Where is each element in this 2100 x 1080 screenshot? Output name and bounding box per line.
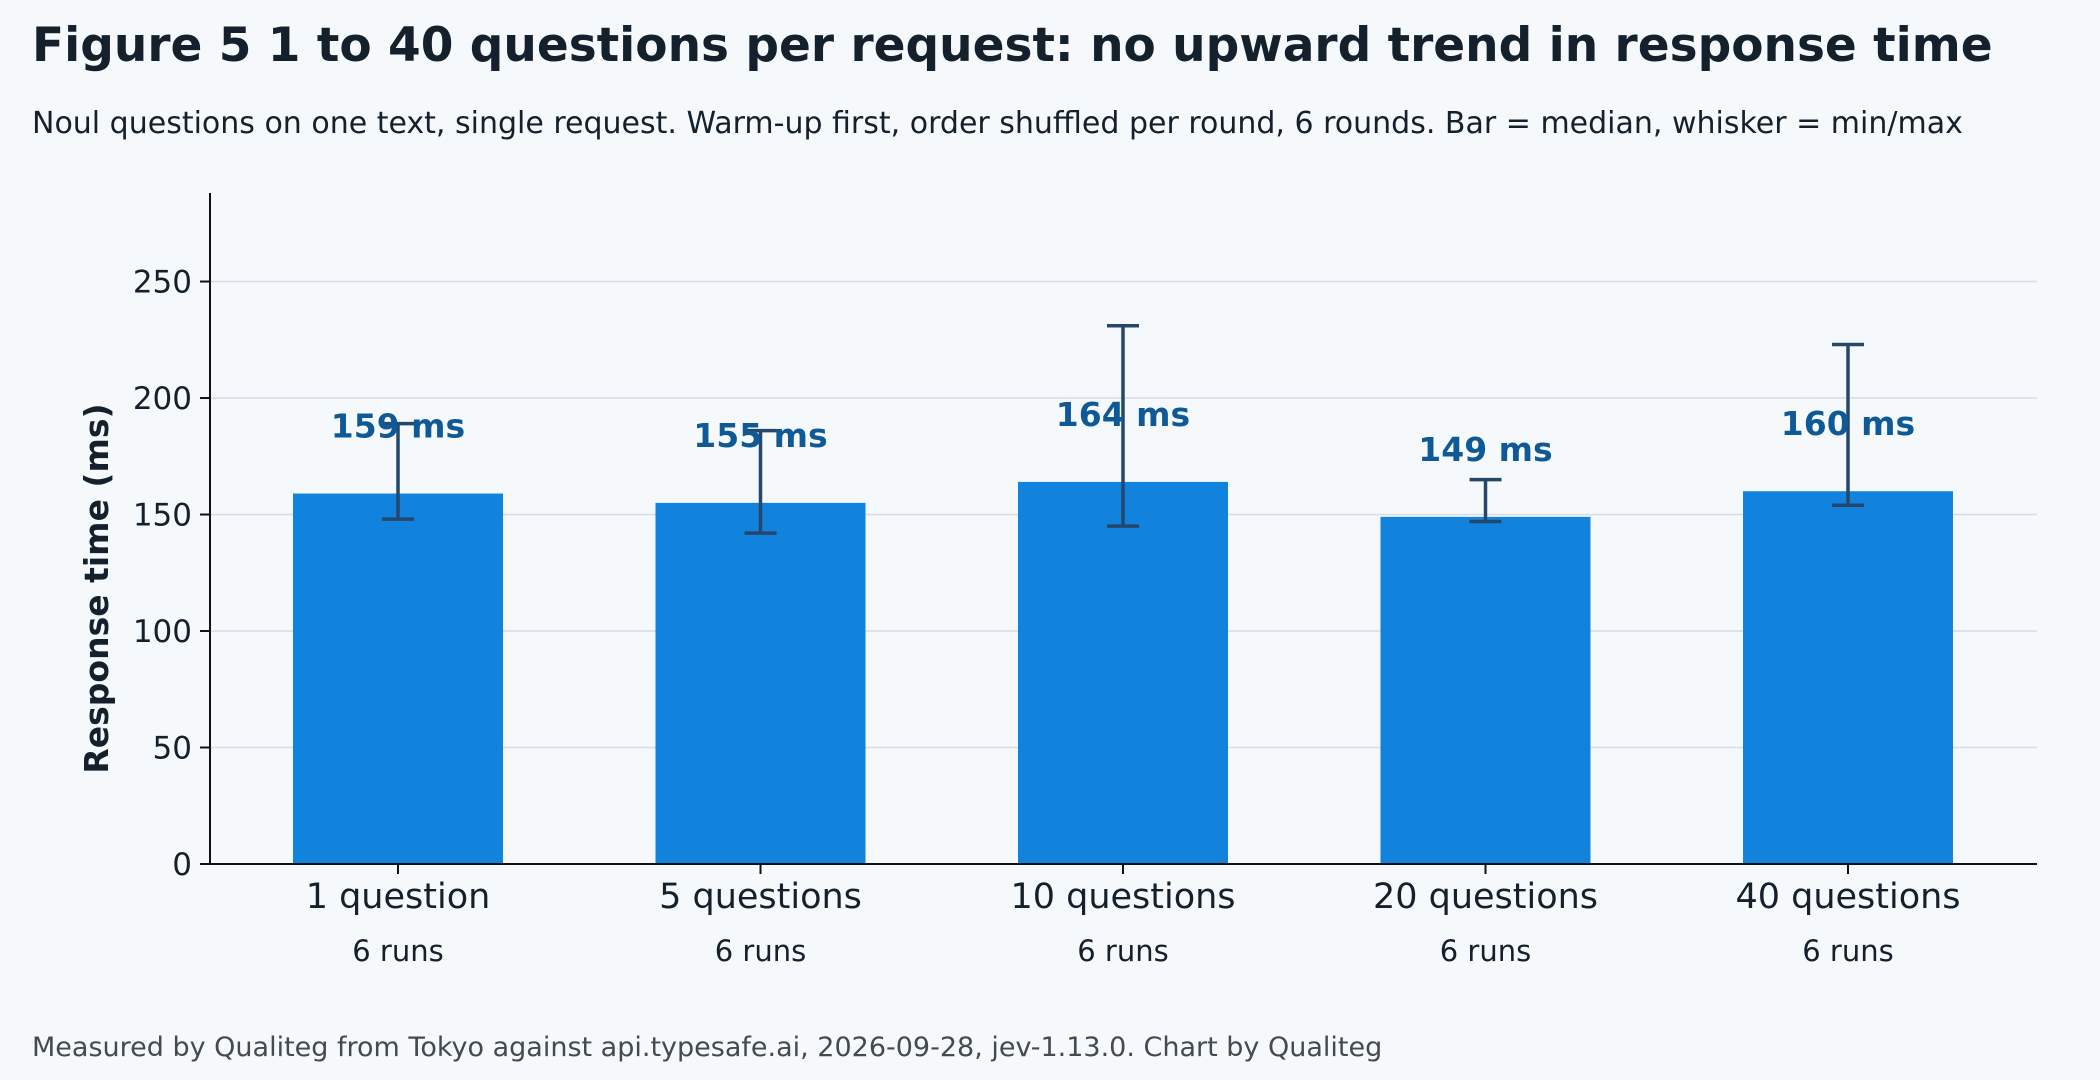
x-sublabel: 6 runs <box>715 934 806 968</box>
y-tick-label: 0 <box>172 847 192 883</box>
bar-3 <box>1018 481 1228 864</box>
value-label-3: 164 ms <box>1056 395 1190 434</box>
tick-labels: 0 50 100 150 200 250 1 question 6 runs 5 questio… <box>133 265 1961 968</box>
bar-2 <box>655 502 866 864</box>
y-tick-label: 200 <box>133 381 192 417</box>
bar-1 <box>293 493 503 864</box>
whisker-5 <box>1832 342 1864 507</box>
x-category-label: 5 questions <box>659 877 862 917</box>
whisker-2 <box>744 428 777 535</box>
x-category-label: 20 questions <box>1373 877 1598 917</box>
whiskers <box>382 324 1864 535</box>
bars <box>293 481 1953 864</box>
value-label-5: 160 ms <box>1781 404 1915 443</box>
x-sublabel: 6 runs <box>352 934 443 968</box>
x-sublabel: 6 runs <box>1802 934 1893 968</box>
axes <box>200 193 2037 874</box>
chart-subtitle: Noul questions on one text, single reque… <box>32 106 1963 141</box>
y-tick-label: 50 <box>153 731 192 767</box>
y-tick-label: 250 <box>133 265 192 301</box>
bar-5 <box>1743 491 1953 864</box>
x-sublabel: 6 runs <box>1077 934 1168 968</box>
whisker-1 <box>382 421 414 521</box>
x-category-label: 1 question <box>306 877 491 917</box>
value-labels: 159 ms 155 ms 164 ms 149 ms 160 ms <box>331 395 1915 469</box>
whisker-4 <box>1469 477 1502 524</box>
value-label-4: 149 ms <box>1418 430 1552 469</box>
chart-title: Figure 5 1 to 40 questions per request: … <box>32 18 1993 73</box>
value-label-2: 155 ms <box>693 416 827 455</box>
chart-footer: Measured by Qualiteg from Tokyo against … <box>32 1032 1383 1063</box>
value-label-1: 159 ms <box>331 407 465 446</box>
x-category-label: 40 questions <box>1735 877 1960 917</box>
y-axis-label: Response time (ms) <box>77 403 116 773</box>
y-tick-label: 100 <box>133 614 192 650</box>
bar-4 <box>1380 516 1591 864</box>
y-tick-label: 150 <box>133 498 192 534</box>
x-sublabel: 6 runs <box>1440 934 1531 968</box>
x-category-label: 10 questions <box>1010 877 1235 917</box>
whisker-3 <box>1107 324 1139 528</box>
